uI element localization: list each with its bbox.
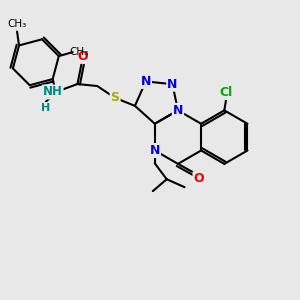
Text: O: O bbox=[194, 172, 204, 185]
Text: N: N bbox=[173, 104, 183, 117]
Text: NH: NH bbox=[43, 85, 63, 98]
Text: CH₃: CH₃ bbox=[8, 19, 27, 28]
Text: Cl: Cl bbox=[220, 86, 233, 99]
Text: S: S bbox=[111, 92, 120, 104]
Text: N: N bbox=[167, 78, 178, 91]
Text: O: O bbox=[77, 50, 88, 63]
Text: H: H bbox=[41, 103, 50, 113]
Text: N: N bbox=[141, 75, 151, 88]
Text: N: N bbox=[150, 144, 160, 157]
Text: CH₃: CH₃ bbox=[69, 47, 88, 57]
